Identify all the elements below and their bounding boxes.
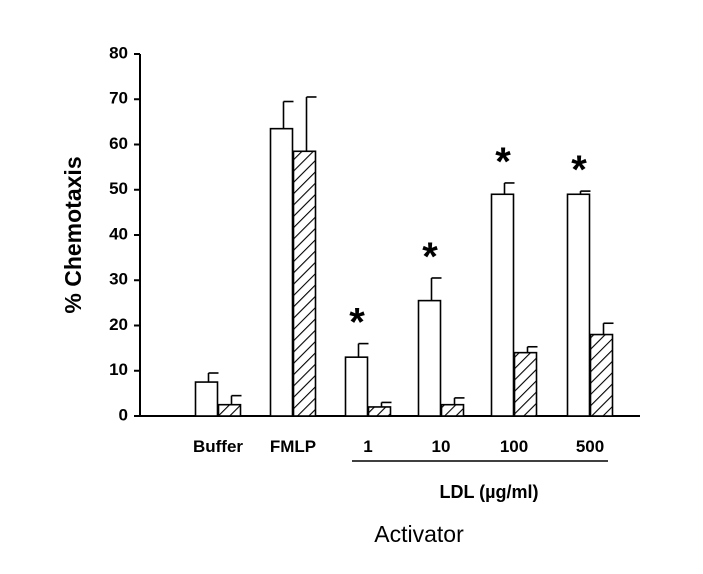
y-tick-label: 50 — [109, 179, 128, 198]
y-tick-label: 0 — [119, 405, 128, 424]
bar-hatched — [513, 351, 538, 417]
x-tick-label: 100 — [500, 437, 528, 456]
y-tick-label: 60 — [109, 134, 128, 153]
bar-hatched — [367, 406, 392, 417]
x-tick-label: Buffer — [193, 437, 243, 456]
significance-asterisk: * — [349, 301, 365, 345]
bar-open — [269, 127, 294, 417]
significance-asterisk: * — [495, 140, 511, 184]
bar-open — [194, 381, 219, 417]
y-tick-label: 70 — [109, 89, 128, 108]
bar-open — [417, 299, 442, 417]
x-tick-label: 1 — [363, 437, 372, 456]
bar-hatched — [589, 333, 614, 417]
bar-open — [344, 356, 369, 417]
ldl-group-label: LDL (µg/ml) — [439, 482, 538, 502]
bar-hatched — [217, 403, 242, 417]
significance-asterisk: * — [422, 235, 438, 279]
significance-asterisk: * — [571, 148, 587, 192]
y-tick-label: 10 — [109, 360, 128, 379]
bar-hatched — [292, 150, 317, 417]
x-tick-label: FMLP — [270, 437, 316, 456]
bar-open — [490, 193, 515, 417]
x-tick-label: 10 — [432, 437, 451, 456]
y-tick-label: 30 — [109, 270, 128, 289]
y-tick-label: 20 — [109, 315, 128, 334]
x-axis-label: Activator — [374, 521, 464, 547]
y-tick-label: 40 — [109, 224, 128, 243]
x-tick-label: 500 — [576, 437, 604, 456]
y-tick-label: 80 — [109, 43, 128, 62]
bar-open — [566, 193, 591, 417]
plot-area: 0 10 20 30 40 50 60 70 80 Buffer FMLP 1 10 100 500 * * * * — [109, 43, 640, 462]
bar-hatched — [440, 403, 465, 417]
y-axis-label: % Chemotaxis — [60, 156, 86, 313]
